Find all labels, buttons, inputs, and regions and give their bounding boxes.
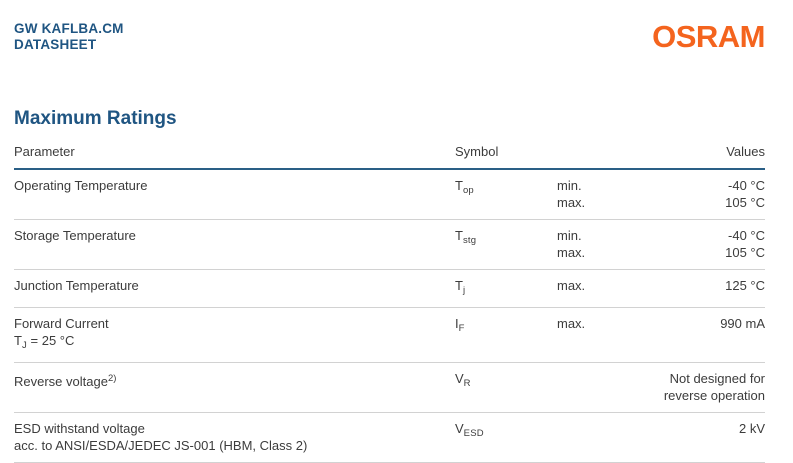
condition-cell [557,362,646,413]
value-cell: -40 °C 105 °C [645,219,766,270]
parameter-cell: Operating Temperature [14,169,455,220]
table-header: Parameter Symbol Values [14,144,766,170]
column-header-parameter: Parameter [14,144,455,170]
value-cell: -40 °C 105 °C [645,169,766,220]
condition-cell: min. max. [557,169,646,220]
table-row: ESD withstand voltage acc. to ANSI/ESDA/… [14,412,766,463]
symbol-cell: Tj [455,269,557,308]
symbol-cell: Top [455,169,557,220]
parameter-standard: acc. to ANSI/ESDA/JEDEC JS-001 (HBM, Cla… [14,438,308,453]
maximum-ratings-table: Parameter Symbol Values Operating Temper… [14,144,766,463]
table-header-row: Parameter Symbol Values [14,144,766,170]
product-code: GW KAFLBA.CM [14,21,124,36]
symbol-subscript: R [463,378,471,389]
symbol-base: T [455,228,463,243]
value-cell: 990 mA [645,307,766,363]
symbol-cell: VR [455,362,557,413]
symbol-base: V [455,421,464,436]
condition-max: max. [557,316,586,331]
column-header-values: Values [645,144,766,170]
value-max: 990 mA [720,316,766,331]
column-header-symbol: Symbol [455,144,646,170]
condition-cell [557,412,646,463]
condition-symbol-value: = 25 °C [26,333,75,348]
parameter-cell: Storage Temperature [14,219,455,270]
condition-symbol-subscript: J [21,340,27,351]
table-row: Forward Current TJ = 25 °C IF max. 990 m… [14,307,766,363]
condition-min: min. [557,178,582,193]
value-line-2: reverse operation [663,388,766,403]
parameter-label: Junction Temperature [14,278,139,293]
footnote-marker: 2) [107,373,117,384]
condition-cell: max. [557,307,646,363]
document-type: DATASHEET [14,37,97,52]
value-cell: Not designed for reverse operation [645,362,766,413]
parameter-label: Operating Temperature [14,178,148,193]
parameter-cell: Junction Temperature [14,269,455,308]
table-row: Operating Temperature Top min. max. -40 … [14,169,766,220]
osram-logo: OSRAM [652,19,765,54]
condition-min: min. [557,228,582,243]
condition-max: max. [557,245,586,260]
parameter-cell: Forward Current TJ = 25 °C [14,307,455,363]
symbol-cell: IF [455,307,557,363]
value-min: -40 °C [728,228,766,243]
condition-cell: min. max. [557,219,646,270]
parameter-condition: TJ = 25 °C [14,332,455,354]
section-heading: Maximum Ratings [14,108,177,129]
value-esd: 2 kV [739,421,766,436]
table-body: Operating Temperature Top min. max. -40 … [14,169,766,463]
condition-symbol-base: T [14,333,22,348]
value-min: -40 °C [728,178,766,193]
symbol-base: V [455,371,464,386]
document-title-block: GW KAFLBA.CM DATASHEET [14,21,124,53]
table-row: Reverse voltage2) VR Not designed for re… [14,362,766,413]
table-row: Junction Temperature Tj max. 125 °C [14,269,766,308]
parameter-cell: ESD withstand voltage acc. to ANSI/ESDA/… [14,412,455,463]
symbol-base: I [455,316,459,331]
symbol-subscript: ESD [463,428,484,439]
symbol-base: T [455,178,463,193]
maximum-ratings-section: Maximum Ratings Parameter Symbol Values … [0,108,793,463]
condition-max: max. [557,195,586,210]
symbol-subscript: stg [462,235,477,246]
symbol-cell: Tstg [455,219,557,270]
parameter-label: Forward Current [14,316,109,331]
value-max: 105 °C [725,195,766,210]
table-row: Storage Temperature Tstg min. max. -40 °… [14,219,766,270]
value-max: 105 °C [725,245,766,260]
parameter-label: Storage Temperature [14,228,136,243]
condition-cell: max. [557,269,646,308]
value-cell: 125 °C [645,269,766,308]
symbol-subscript: j [462,285,466,296]
parameter-label: ESD withstand voltage [14,421,145,436]
value-cell: 2 kV [645,412,766,463]
symbol-cell: VESD [455,412,557,463]
parameter-cell: Reverse voltage2) [14,362,455,413]
symbol-subscript: op [462,185,474,196]
value-max: 125 °C [725,278,766,293]
document-header: GW KAFLBA.CM DATASHEET OSRAM [0,0,793,86]
symbol-subscript: F [458,323,465,334]
value-line-1: Not designed for [669,371,766,386]
condition-max: max. [557,278,586,293]
symbol-base: T [455,278,463,293]
parameter-label: Reverse voltage [14,374,108,389]
